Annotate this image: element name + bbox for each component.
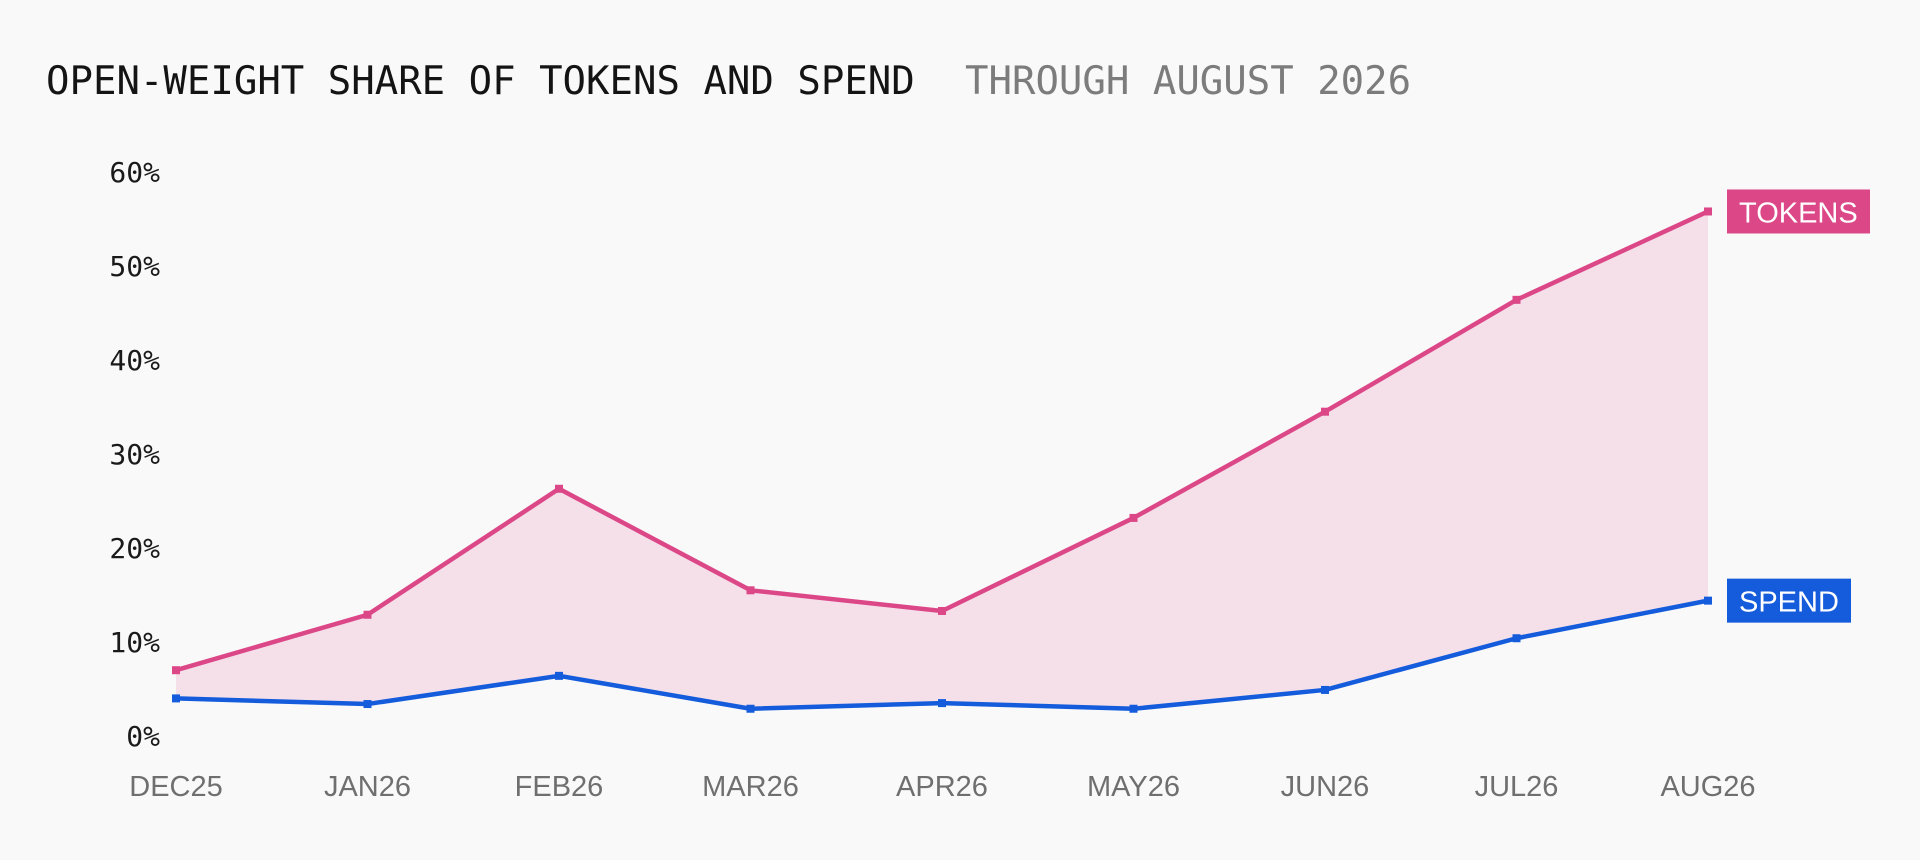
x-tick-label: MAY26 [1087, 771, 1180, 803]
x-tick-label: MAR26 [702, 771, 799, 803]
data-point-tokens [1704, 207, 1712, 216]
x-tick-label: JAN26 [324, 771, 411, 803]
y-tick-label: 60% [109, 156, 160, 189]
series-lines [172, 207, 1712, 713]
data-point-spend [172, 694, 180, 703]
data-point-tokens [172, 666, 180, 675]
fill-between-band [176, 211, 1708, 709]
data-point-spend [938, 699, 946, 708]
band-area [176, 211, 1708, 709]
data-point-tokens [938, 606, 946, 615]
data-point-spend [746, 704, 755, 713]
x-tick-label: APR26 [896, 771, 988, 803]
y-tick-label: 40% [109, 344, 160, 377]
series-labels: TOKENS SPEND [1727, 189, 1870, 623]
series-tag-label: TOKENS [1739, 197, 1858, 229]
x-tick-label: JUN26 [1281, 771, 1370, 803]
y-tick-label: 20% [109, 532, 160, 565]
series-tag-tokens: TOKENS [1727, 189, 1870, 234]
data-point-tokens [1129, 513, 1138, 522]
x-tick-label: AUG26 [1660, 771, 1755, 803]
data-point-spend [363, 700, 372, 709]
series-tag-label: SPEND [1739, 587, 1839, 619]
chart-subtitle: THROUGH AUGUST 2026 [965, 59, 1411, 104]
data-point-tokens [1321, 407, 1329, 416]
data-point-spend [1321, 685, 1329, 694]
data-point-tokens [746, 586, 755, 595]
data-point-spend [1512, 634, 1521, 643]
y-tick-label: 0% [126, 720, 160, 753]
x-tick-label: JUL26 [1475, 771, 1559, 803]
y-axis: 0% 10% 20% 30% 40% 50% 60% [109, 156, 160, 753]
x-axis: DEC25 JAN26 FEB26 MAR26 APR26 MAY26 JUN26 JUL26… [129, 771, 1755, 803]
y-tick-label: 30% [109, 438, 160, 471]
data-point-tokens [363, 610, 372, 619]
data-point-spend [1704, 596, 1712, 605]
chart-title: OPEN-WEIGHT SHARE OF TOKENS AND SPEND [46, 59, 915, 104]
data-point-tokens [555, 484, 563, 493]
data-point-spend [1129, 704, 1138, 713]
y-tick-label: 50% [109, 250, 160, 283]
data-point-tokens [1512, 295, 1521, 304]
x-tick-label: FEB26 [515, 771, 604, 803]
series-tag-background [1727, 578, 1851, 623]
x-tick-label: DEC25 [129, 771, 223, 803]
data-point-spend [555, 671, 563, 680]
y-tick-label: 10% [109, 626, 160, 659]
series-tag-background [1727, 189, 1870, 234]
series-tag-spend: SPEND [1727, 578, 1851, 623]
